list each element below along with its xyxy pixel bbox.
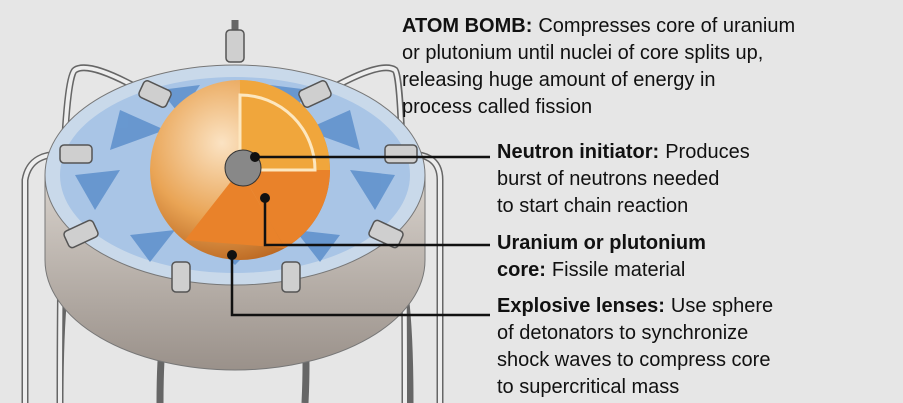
intro-text: process called fission xyxy=(402,96,592,118)
label-text: shock waves to compress core xyxy=(497,349,770,371)
label-line: Explosive lenses: Use sphere xyxy=(497,295,773,317)
intro-term: ATOM BOMB: xyxy=(402,15,532,37)
label-text: Fissile material xyxy=(552,259,685,281)
bomb-illustration xyxy=(25,20,440,403)
label-text: burst of neutrons needed xyxy=(497,168,719,190)
label-text: to supercritical mass xyxy=(497,376,679,398)
label-term: core: xyxy=(497,259,546,281)
label-text: Use sphere xyxy=(671,295,773,317)
intro-line: ATOM BOMB: Compresses core of uranium xyxy=(402,15,795,37)
label-line: Neutron initiator: Produces xyxy=(497,141,750,163)
label-term: Explosive lenses: xyxy=(497,295,665,317)
label-text: Produces xyxy=(665,141,750,163)
label-term: Uranium or plutonium xyxy=(497,232,706,254)
label-text: to start chain reaction xyxy=(497,195,688,217)
intro-text: Compresses core of uranium xyxy=(538,15,795,37)
label-term: Neutron initiator: xyxy=(497,141,659,163)
intro-text: or plutonium until nuclei of core splits… xyxy=(402,42,763,64)
label-text: of detonators to synchronize xyxy=(497,322,748,344)
intro-text: releasing huge amount of energy in xyxy=(402,69,716,91)
diagram: ATOM BOMB: Compresses core of uranium or … xyxy=(0,0,903,403)
label-line: core: Fissile material xyxy=(497,259,685,281)
